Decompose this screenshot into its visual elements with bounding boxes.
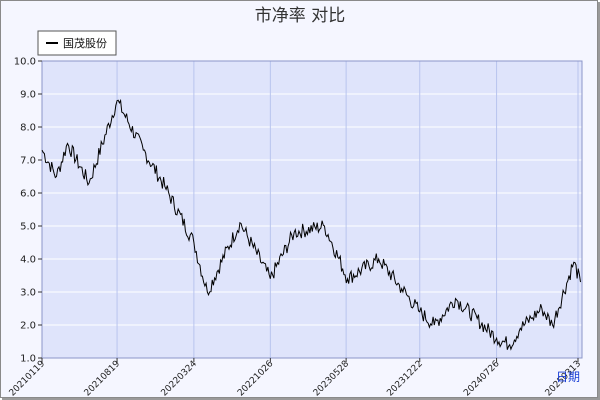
series-line-guomao [41,98,581,351]
plot-area [42,61,582,358]
x-tick-label: 20220324 [160,359,200,399]
x-tick-label: 20221026 [236,359,276,399]
x-tick-label: 20231222 [385,359,424,398]
legend[interactable]: 国茂股份 [37,30,117,56]
y-tick-label: 10.0 [14,57,36,68]
x-axis: 20210119 20210819 20220324 20221026 20230528… [8,358,583,399]
plot-border [41,60,583,359]
chart-title: 市净率 对比 [255,6,345,26]
y-tick-label: 5.0 [20,222,36,233]
y-tick-label: 1.0 [20,354,36,365]
x-tick-label: 20210819 [83,359,123,399]
y-tick-label: 3.0 [20,288,36,299]
y-tick-label: 6.0 [20,189,36,200]
x-tick-label: 20230528 [312,359,352,399]
y-tick-label: 7.0 [20,156,36,167]
y-tick-label: 9.0 [20,90,36,101]
legend-label: 国茂股份 [63,36,107,50]
y-axis: 1.0 2.0 3.0 4.0 5.0 6.0 7.0 8.0 9.0 10.0 [14,57,42,365]
x-tick-label: 20210119 [8,359,48,399]
y-tick-label: 4.0 [20,255,36,266]
y-tick-label: 2.0 [20,321,36,332]
x-tick-label: 20240726 [462,359,502,399]
grid-lines [41,60,583,359]
x-axis-label: 日期 [556,370,580,384]
y-tick-label: 8.0 [20,123,36,134]
